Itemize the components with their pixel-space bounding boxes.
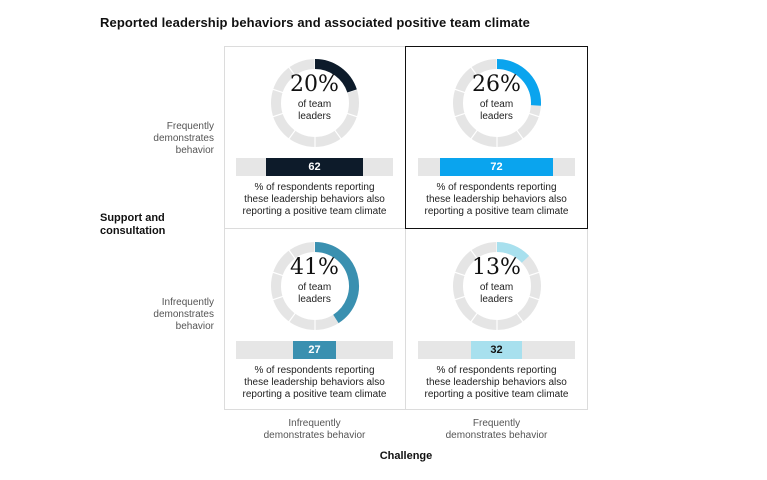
row-label-frequent: Frequently demonstrates behavior — [104, 121, 214, 157]
col-label-line: demonstrates behavior — [263, 430, 366, 441]
bar-value: 62 — [265, 158, 364, 176]
cell-frequent-support-infrequent-challenge: 20% of team leaders 62 % of respondents … — [224, 46, 405, 227]
donut-arc — [496, 59, 541, 106]
caption-line: these leadership behaviors also — [244, 377, 385, 388]
row-label-line: Frequently — [166, 121, 214, 132]
x-axis-title: Challenge — [379, 450, 433, 462]
bar-track: 27 — [236, 341, 393, 359]
chart-title: Reported leadership behaviors and associ… — [100, 15, 530, 30]
row-label-line: Infrequently — [161, 297, 214, 308]
bar-caption: % of respondents reporting these leaders… — [224, 365, 405, 401]
donut-chart — [453, 241, 541, 331]
donut-arc — [314, 59, 357, 93]
donut-tick — [288, 249, 297, 260]
caption-line: % of respondents reporting — [254, 182, 375, 193]
row-label-infrequent: Infrequently demonstrates behavior — [104, 297, 214, 333]
leaders-label-line: of team — [297, 282, 332, 293]
caption-line: reporting a positive team climate — [424, 206, 569, 217]
leaders-label-line: of team — [297, 99, 332, 110]
donut-tick — [470, 129, 479, 140]
row-label-line: demonstrates — [153, 133, 214, 144]
donut-tick — [454, 295, 466, 301]
row-label-line: demonstrates — [153, 309, 214, 320]
donut-tick — [346, 112, 358, 118]
caption-line: % of respondents reporting — [436, 365, 557, 376]
y-axis-title-line: consultation — [100, 225, 166, 237]
donut-tick — [470, 249, 479, 260]
caption-line: % of respondents reporting — [436, 182, 557, 193]
donut-tick — [528, 271, 540, 277]
caption-line: these leadership behaviors also — [426, 194, 567, 205]
percent-leaders: 26% — [472, 72, 521, 97]
y-axis-title: Support and consultation — [100, 212, 165, 238]
donut-tick — [470, 66, 479, 77]
donut-tick — [454, 88, 466, 94]
col-label-line: demonstrates behavior — [445, 430, 548, 441]
caption-line: % of respondents reporting — [254, 365, 375, 376]
percent-leaders: 20% — [290, 72, 339, 97]
bar-caption: % of respondents reporting these leaders… — [406, 365, 587, 401]
donut-arc — [496, 242, 530, 263]
donut-tick — [528, 295, 540, 301]
donut-tick — [272, 271, 284, 277]
bar-caption: % of respondents reporting these leaders… — [406, 182, 587, 218]
percent-leaders-label: of team leaders — [224, 282, 405, 306]
caption-line: these leadership behaviors also — [426, 377, 567, 388]
donut-chart — [271, 58, 359, 148]
percent-leaders: 13% — [472, 255, 521, 280]
bar-value: 32 — [471, 341, 522, 359]
donut-tick — [454, 271, 466, 277]
donut-tick — [528, 112, 540, 118]
cell-infrequent-support-infrequent-challenge: 41% of team leaders 27 % of respondents … — [224, 229, 405, 410]
caption-line: reporting a positive team climate — [242, 389, 387, 400]
leaders-label-line: of team — [479, 282, 514, 293]
col-label-line: Frequently — [472, 418, 521, 429]
row-label-line: behavior — [175, 321, 214, 332]
donut-tick — [288, 129, 297, 140]
row-label-line: behavior — [175, 145, 214, 156]
donut-tick — [454, 112, 466, 118]
col-label-infrequent: Infrequently demonstrates behavior — [224, 418, 405, 442]
donut-tick — [515, 312, 524, 323]
leaders-label-line: of team — [479, 99, 514, 110]
caption-line: these leadership behaviors also — [244, 194, 385, 205]
y-axis-title-line: Support and — [100, 212, 165, 224]
leaders-label-line: leaders — [480, 111, 513, 122]
donut-tick — [288, 312, 297, 323]
caption-line: reporting a positive team climate — [242, 206, 387, 217]
donut-tick — [515, 129, 524, 140]
bar-track: 62 — [236, 158, 393, 176]
highlighted-cell-border — [405, 46, 588, 229]
bar-track: 72 — [418, 158, 575, 176]
percent-leaders: 41% — [290, 255, 339, 280]
percent-leaders-label: of team leaders — [406, 99, 587, 123]
donut-tick — [333, 129, 342, 140]
donut-tick — [346, 88, 358, 94]
col-label-line: Infrequently — [288, 418, 341, 429]
bar-value: 27 — [293, 341, 336, 359]
donut-tick — [272, 88, 284, 94]
percent-leaders-label: of team leaders — [406, 282, 587, 306]
cell-infrequent-support-frequent-challenge: 13% of team leaders 32 % of respondents … — [406, 229, 587, 410]
donut-tick — [470, 312, 479, 323]
caption-line: reporting a positive team climate — [424, 389, 569, 400]
leaders-label-line: leaders — [480, 294, 513, 305]
bar-caption: % of respondents reporting these leaders… — [224, 182, 405, 218]
donut-chart — [271, 241, 359, 331]
donut-tick — [272, 112, 284, 118]
leaders-label-line: leaders — [298, 294, 331, 305]
donut-tick — [288, 66, 297, 77]
percent-leaders-label: of team leaders — [224, 99, 405, 123]
bar-value: 72 — [439, 158, 553, 176]
donut-tick — [272, 295, 284, 301]
bar-track: 32 — [418, 341, 575, 359]
col-label-frequent: Frequently demonstrates behavior — [406, 418, 587, 442]
leaders-label-line: leaders — [298, 111, 331, 122]
donut-chart — [453, 58, 541, 148]
cell-frequent-support-frequent-challenge: 26% of team leaders 72 % of respondents … — [406, 46, 587, 227]
donut-arc — [314, 242, 359, 324]
